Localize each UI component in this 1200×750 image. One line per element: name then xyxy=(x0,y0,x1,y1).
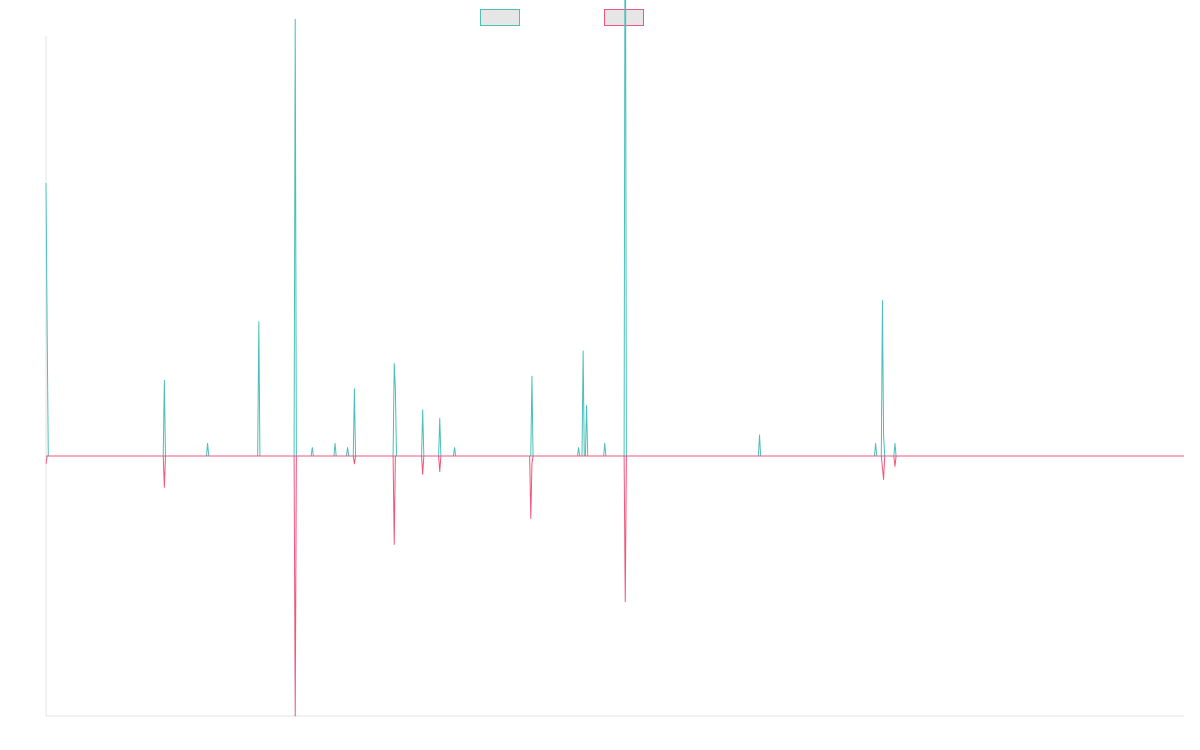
legend xyxy=(0,9,1200,27)
legend-swatch-series-1[interactable] xyxy=(480,9,520,26)
legend-swatch-series-2[interactable] xyxy=(604,9,644,26)
series-line-1[interactable] xyxy=(45,0,1184,457)
series-line-2[interactable] xyxy=(45,455,1184,717)
